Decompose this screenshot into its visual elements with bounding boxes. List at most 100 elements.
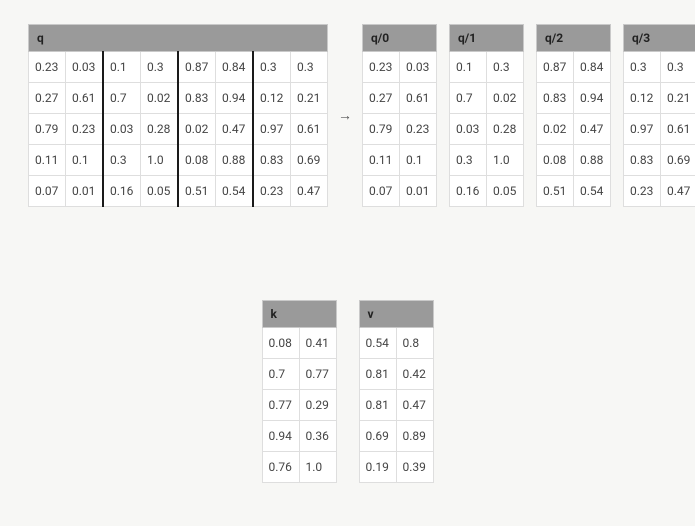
table-row: 0.120.21 [624,83,695,114]
cell: 0.21 [661,83,695,114]
cell: 0.76 [262,452,299,483]
cell: 0.61 [291,114,328,145]
cell: 0.7 [262,359,299,390]
cell: 0.07 [363,176,400,207]
cell: 0.11 [363,145,400,176]
cell: 0.8 [396,328,433,359]
cell: 1.0 [487,145,524,176]
cell: 0.07 [29,176,66,207]
cell: 0.41 [299,328,336,359]
cell: 0.79 [363,114,400,145]
table-row: 0.870.84 [537,52,611,83]
cell: 0.27 [363,83,400,114]
table-row: 0.190.39 [359,452,433,483]
q-split-body: 0.870.840.830.940.020.470.080.880.510.54 [537,52,611,207]
cell: 0.94 [262,421,299,452]
q-split-header: q/3 [624,25,695,52]
cell: 0.23 [66,114,104,145]
cell: 0.01 [66,176,104,207]
cell: 0.94 [216,83,254,114]
cell: 0.1 [400,145,437,176]
cell: 0.47 [574,114,611,145]
cell: 0.01 [400,176,437,207]
q-split-table-0: q/00.230.030.270.610.790.230.110.10.070.… [362,24,437,207]
cell: 0.1 [103,52,141,83]
cell: 0.61 [400,83,437,114]
cell: 0.03 [66,52,104,83]
cell: 0.02 [141,83,179,114]
table-row: 0.30.3 [624,52,695,83]
cell: 0.23 [29,52,66,83]
cell: 0.87 [178,52,216,83]
v-body: 0.540.80.810.420.810.470.690.890.190.39 [359,328,433,483]
table-row: 0.31.0 [450,145,524,176]
cell: 0.84 [574,52,611,83]
cell: 0.3 [103,145,141,176]
cell: 0.83 [253,145,291,176]
table-row: 0.020.47 [537,114,611,145]
cell: 0.02 [537,114,574,145]
cell: 0.94 [574,83,611,114]
k-body: 0.080.410.70.770.770.290.940.360.761.0 [262,328,336,483]
cell: 0.21 [291,83,328,114]
table-row: 0.080.41 [262,328,336,359]
cell: 0.23 [363,52,400,83]
cell: 0.03 [103,114,141,145]
cell: 0.83 [624,145,661,176]
cell: 0.3 [141,52,179,83]
cell: 0.39 [396,452,433,483]
cell: 0.03 [450,114,487,145]
q-split-body: 0.230.030.270.610.790.230.110.10.070.01 [363,52,437,207]
cell: 0.54 [574,176,611,207]
cell: 0.47 [661,176,695,207]
cell: 0.16 [450,176,487,207]
table-row: 0.080.88 [537,145,611,176]
cell: 0.83 [178,83,216,114]
table-row: 0.810.47 [359,390,433,421]
cell: 0.23 [253,176,291,207]
cell: 0.54 [216,176,254,207]
k-header: k [262,301,336,328]
cell: 0.51 [178,176,216,207]
cell: 0.47 [396,390,433,421]
cell: 0.7 [450,83,487,114]
cell: 0.3 [661,52,695,83]
q-body: 0.230.030.10.30.870.840.30.30.270.610.70… [29,52,328,207]
cell: 0.27 [29,83,66,114]
cell: 0.05 [141,176,179,207]
cell: 0.02 [487,83,524,114]
cell: 0.29 [299,390,336,421]
cell: 0.23 [400,114,437,145]
split-arrow: → [336,107,354,124]
cell: 0.97 [253,114,291,145]
cell: 0.28 [141,114,179,145]
cell: 0.61 [66,83,104,114]
q-split-body: 0.30.30.120.210.970.610.830.690.230.47 [624,52,695,207]
cell: 0.12 [624,83,661,114]
cell: 0.3 [291,52,328,83]
cell: 0.81 [359,359,396,390]
cell: 0.47 [216,114,254,145]
cell: 0.03 [400,52,437,83]
table-row: 0.810.42 [359,359,433,390]
cell: 0.42 [396,359,433,390]
cell: 0.88 [574,145,611,176]
cell: 0.47 [291,176,328,207]
table-row: 0.110.10.31.00.080.880.830.69 [29,145,328,176]
cell: 0.69 [359,421,396,452]
cell: 0.69 [291,145,328,176]
cell: 1.0 [299,452,336,483]
table-row: 0.70.02 [450,83,524,114]
table-row: 0.70.77 [262,359,336,390]
table-row: 0.970.61 [624,114,695,145]
q-split-table-2: q/20.870.840.830.940.020.470.080.880.510… [536,24,611,207]
cell: 0.7 [103,83,141,114]
cell: 0.51 [537,176,574,207]
q-header: q [29,25,328,52]
table-row: 0.270.61 [363,83,437,114]
q-split-body: 0.10.30.70.020.030.280.31.00.160.05 [450,52,524,207]
k-table: k 0.080.410.70.770.770.290.940.360.761.0 [262,300,337,483]
table-row: 0.110.1 [363,145,437,176]
table-row: 0.510.54 [537,176,611,207]
v-table: v 0.540.80.810.420.810.470.690.890.190.3… [359,300,434,483]
